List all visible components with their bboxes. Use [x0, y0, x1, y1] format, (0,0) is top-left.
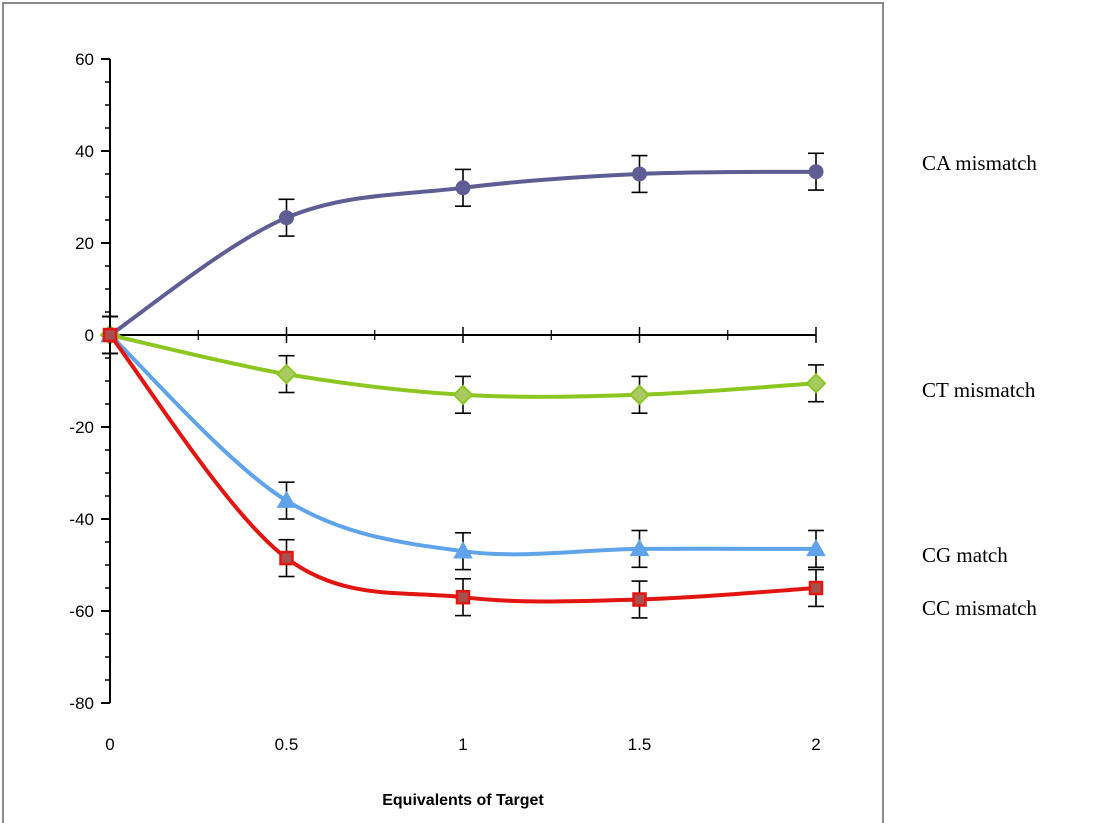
x-tick-label: 0.5 [275, 735, 299, 754]
data-point [632, 166, 647, 182]
data-point [276, 490, 297, 508]
series-ca-mismatch [102, 152, 824, 355]
y-tick-label: -80 [69, 694, 94, 713]
x-axis-title: Equivalents of Target [382, 792, 544, 809]
data-point [629, 538, 650, 557]
data-point [453, 541, 473, 559]
data-point [808, 164, 824, 180]
series-label: CT mismatch [922, 378, 1036, 402]
data-point [279, 210, 294, 226]
x-tick-label: 2 [811, 735, 820, 754]
y-tick-label: 0 [85, 326, 94, 345]
data-point [632, 592, 647, 607]
y-tick-label: -40 [69, 510, 94, 529]
x-tick-label: 1.5 [628, 735, 652, 754]
data-point [279, 550, 294, 566]
x-tick-label: 0 [105, 735, 114, 754]
y-tick-label: 20 [75, 234, 94, 253]
y-tick-label: 40 [75, 142, 94, 161]
y-tick-label: -60 [69, 602, 94, 621]
series-line [108, 333, 817, 557]
series-label: CA mismatch [922, 151, 1037, 175]
y-tick-label: 60 [75, 50, 94, 69]
data-point [629, 384, 650, 406]
series-cg-match [100, 315, 826, 571]
series-label: CC mismatch [922, 596, 1037, 620]
x-tick-label: 1 [458, 735, 467, 754]
y-tick-label: -20 [69, 418, 94, 437]
data-point [805, 372, 827, 394]
series-layer [99, 152, 827, 619]
data-point [808, 580, 824, 596]
data-point [455, 589, 471, 605]
series-label: CG match [922, 543, 1008, 567]
series-labels: CA mismatch CT mismatch CG match CC mismatc… [922, 151, 1037, 620]
data-point [455, 180, 471, 196]
data-point [276, 363, 297, 385]
axes: 60 40 20 0 -20 -40 -60 -80 0 0.5 1 1.5 2 [69, 50, 820, 754]
data-point [806, 538, 826, 557]
chart-frame [2, 2, 884, 823]
data-point [102, 327, 118, 343]
data-point [452, 384, 474, 406]
series-cc-mismatch [102, 315, 824, 619]
